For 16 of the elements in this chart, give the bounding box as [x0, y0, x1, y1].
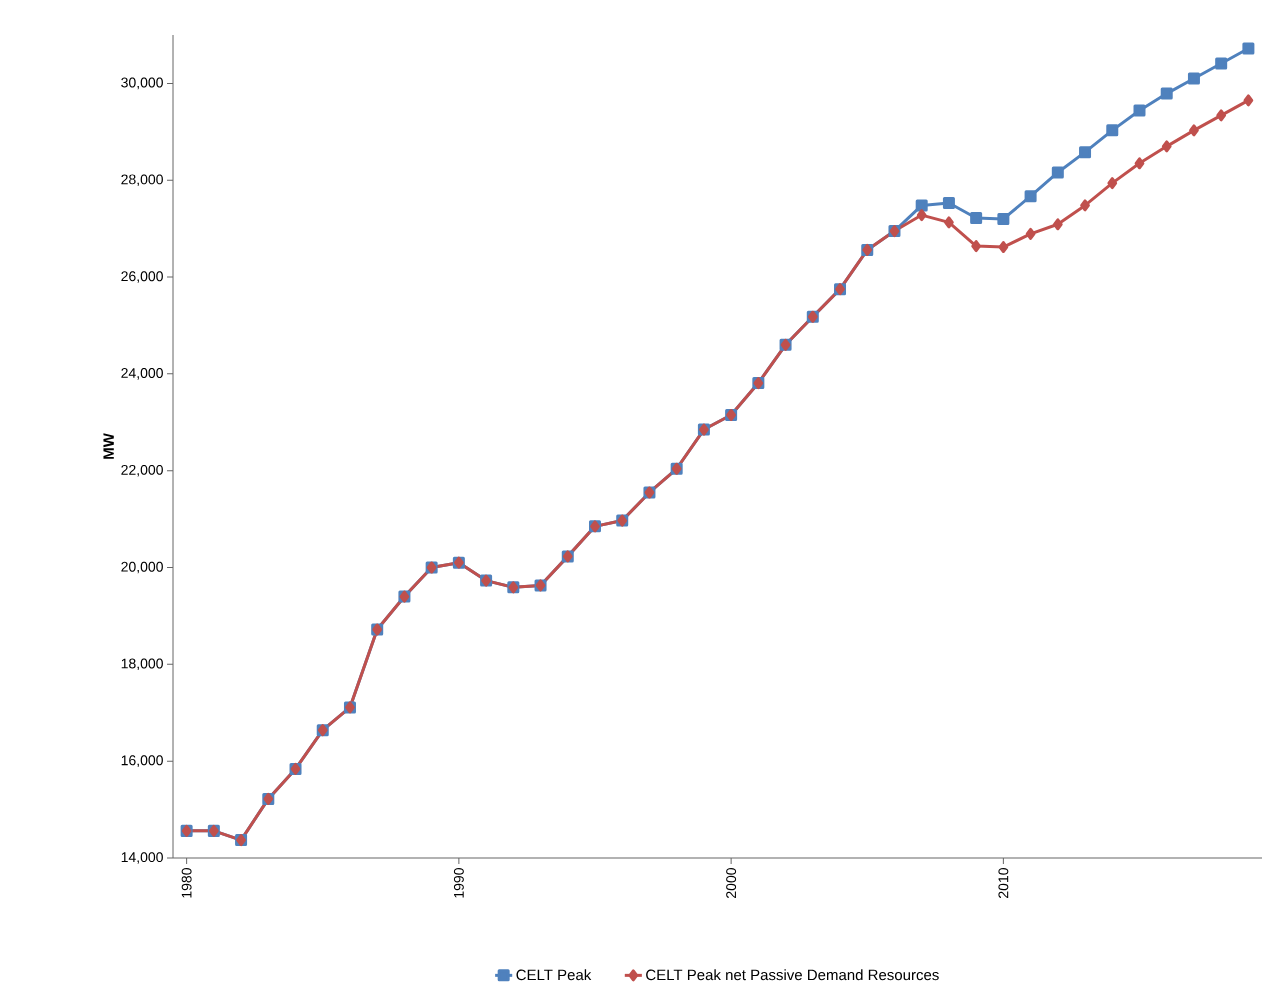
- y-tick-label: 20,000: [121, 561, 163, 574]
- y-tick-label: 28,000: [121, 174, 163, 186]
- y-tick-label: 14,000: [121, 852, 163, 864]
- y-tick-label: 18,000: [121, 658, 163, 671]
- legend-label: CELT Peak: [516, 969, 592, 981]
- y-tick-label: 30,000: [121, 77, 163, 90]
- y-tick-label: 22,000: [121, 464, 163, 477]
- x-tick-label: 2000: [726, 868, 737, 898]
- y-tick-label: 24,000: [121, 368, 163, 380]
- x-tick-label: 2010: [998, 868, 1009, 898]
- y-tick-label: 26,000: [121, 271, 163, 283]
- x-tick-label: 1990: [453, 868, 464, 898]
- x-tick-label: 1980: [181, 868, 192, 898]
- legend-label: CELT Peak net Passive Demand Resources: [646, 969, 939, 981]
- y-tick-label: 16,000: [121, 755, 163, 767]
- y-axis-title: MW: [103, 433, 114, 459]
